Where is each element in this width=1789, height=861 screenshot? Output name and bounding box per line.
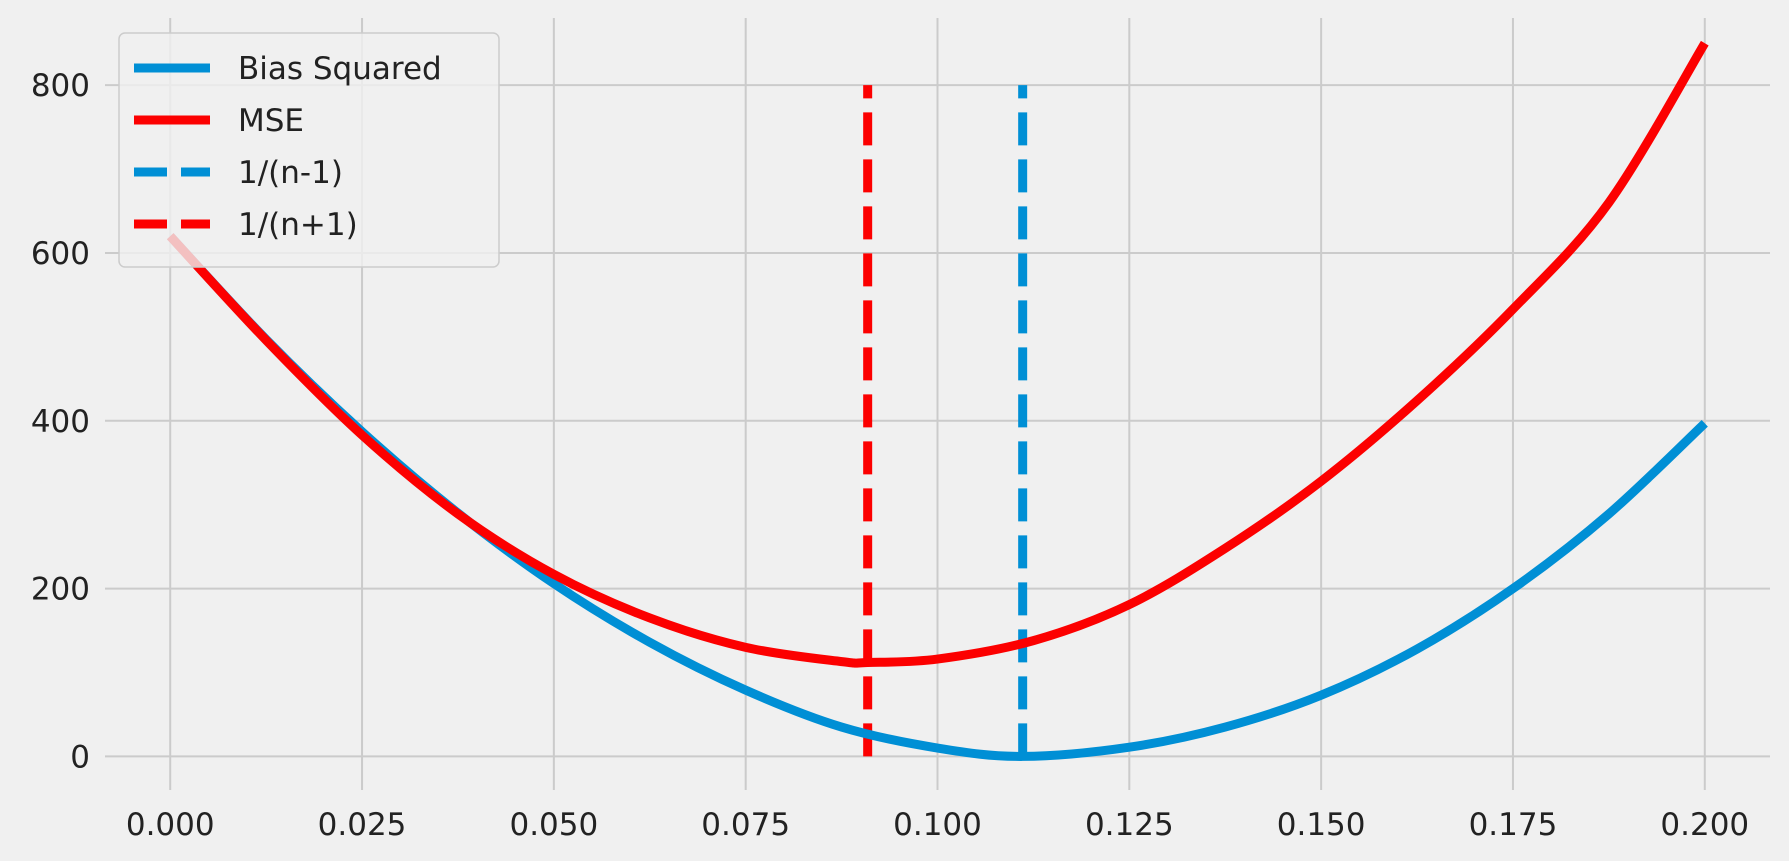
tick-labels: 0.000 0.025 0.050 0.075 0.100 0.125 0.150 0.175… bbox=[31, 68, 1749, 843]
y-tick-label: 0 bbox=[70, 739, 90, 775]
legend-label-mse: MSE bbox=[238, 103, 304, 139]
x-tick-label: 0.075 bbox=[701, 807, 790, 843]
x-tick-label: 0.025 bbox=[318, 807, 407, 843]
legend-label-bias-squared: Bias Squared bbox=[238, 51, 442, 87]
legend-label-1-n-1: 1/(n+1) bbox=[238, 207, 358, 243]
x-tick-label: 0.100 bbox=[893, 807, 982, 843]
x-tick-label: 0.175 bbox=[1469, 807, 1558, 843]
legend-label-1-n-1: 1/(n-1) bbox=[238, 155, 343, 191]
x-tick-label: 0.000 bbox=[126, 807, 215, 843]
y-tick-label: 400 bbox=[31, 404, 90, 440]
y-tick-label: 200 bbox=[31, 572, 90, 608]
y-tick-label: 800 bbox=[31, 68, 90, 104]
series-line-mse bbox=[166, 40, 1709, 668]
x-tick-label: 0.200 bbox=[1660, 807, 1749, 843]
legend-box bbox=[118, 32, 500, 268]
x-tick-label: 0.125 bbox=[1085, 807, 1174, 843]
x-tick-label: 0.050 bbox=[509, 807, 598, 843]
series-layer bbox=[166, 40, 1709, 761]
grid bbox=[105, 18, 1770, 790]
y-tick-label: 600 bbox=[31, 236, 90, 272]
x-tick-label: 0.150 bbox=[1277, 807, 1366, 843]
legend: Bias Squared MSE 1/(n-1) 1/(n+1) bbox=[118, 32, 500, 268]
